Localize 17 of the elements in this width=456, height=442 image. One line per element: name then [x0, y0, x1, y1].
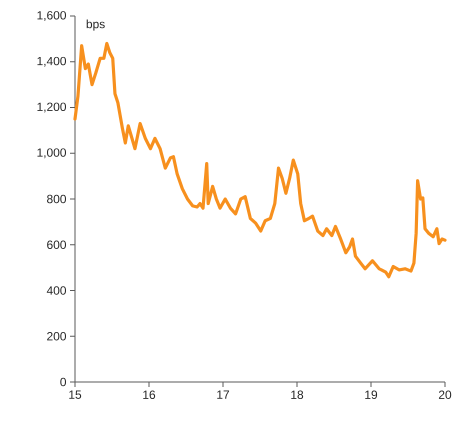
- y-tick-label: 200: [47, 332, 66, 340]
- x-tick-label: 16: [143, 390, 156, 399]
- y-tick-label: 400: [46, 286, 66, 295]
- x-tick-label: 18: [291, 390, 304, 399]
- y-tick-label: 1,000: [37, 148, 66, 158]
- y-tick-label: 1,600: [37, 11, 66, 21]
- line-series: [73, 42, 447, 278]
- y-axis-title: bps: [86, 20, 105, 31]
- x-tick-label: 20: [438, 390, 452, 399]
- x-tick-label: 15: [69, 390, 82, 399]
- x-tick-label: 19: [365, 390, 378, 399]
- y-tick-label: 800: [47, 194, 66, 204]
- y-tick-label: 0: [60, 378, 66, 386]
- x-tick-label: 17: [217, 390, 230, 399]
- y-tick-label: 1,200: [37, 102, 66, 112]
- y-tick-label: 1,400: [37, 56, 66, 67]
- y-tick-label: 600: [47, 240, 66, 249]
